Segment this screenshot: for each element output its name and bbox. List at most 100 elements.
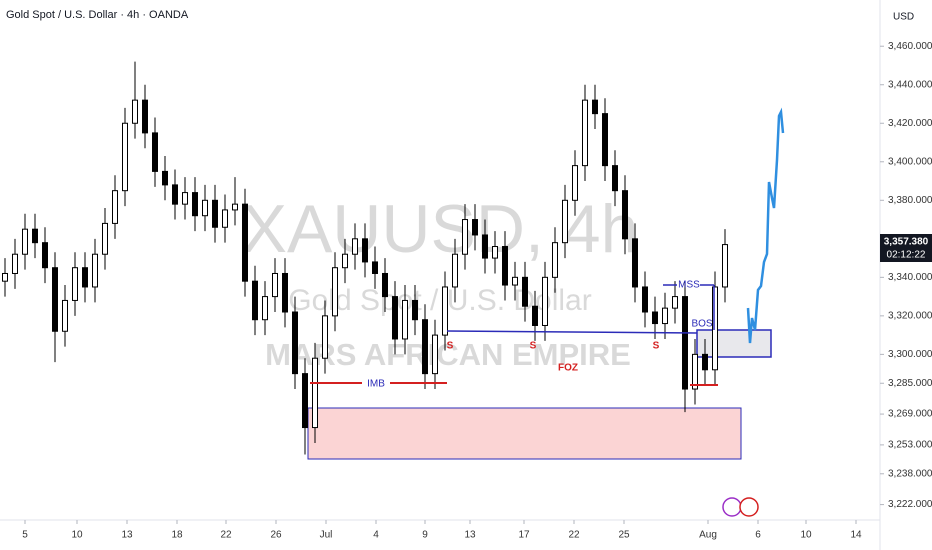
candle-body bbox=[82, 267, 88, 288]
y-tick-label: 3,380.000 bbox=[888, 195, 932, 206]
candle-body bbox=[182, 192, 188, 205]
x-tick-label: 13 bbox=[121, 530, 133, 541]
candle-body bbox=[682, 296, 688, 390]
y-tick-label: 3,253.000 bbox=[888, 440, 932, 451]
candle-body bbox=[62, 299, 68, 332]
candle-body bbox=[712, 286, 718, 371]
candle-body bbox=[722, 244, 728, 288]
watermark-name: Gold Spot / U.S. Dollar bbox=[288, 284, 591, 317]
x-tick-label: 13 bbox=[464, 530, 476, 541]
imb-label: IMB bbox=[367, 379, 385, 390]
s-label: S bbox=[530, 341, 537, 352]
candle-body bbox=[212, 199, 218, 228]
candle-body bbox=[232, 203, 238, 211]
candle-body bbox=[542, 276, 548, 326]
s-label: S bbox=[447, 341, 454, 352]
candle-body bbox=[262, 296, 268, 321]
y-tick-label: 3,285.000 bbox=[888, 378, 932, 389]
candle-body bbox=[552, 242, 558, 278]
candle-body bbox=[102, 222, 108, 255]
candle-body bbox=[312, 357, 318, 429]
candle-body bbox=[392, 296, 398, 340]
candle-body bbox=[502, 246, 508, 286]
candle-body bbox=[432, 334, 438, 375]
last-price-box bbox=[880, 234, 932, 262]
candle-body bbox=[592, 99, 598, 115]
candle-body bbox=[672, 296, 678, 309]
x-tick-label: 14 bbox=[850, 530, 862, 541]
candle-body bbox=[452, 253, 458, 288]
candle-body bbox=[342, 253, 348, 269]
candle-body bbox=[662, 307, 668, 325]
candle-body bbox=[92, 253, 98, 288]
x-tick-label: 22 bbox=[220, 530, 232, 541]
candle-body bbox=[322, 315, 328, 359]
structure-line bbox=[446, 330, 698, 334]
candle-body bbox=[22, 228, 28, 255]
y-tick-label: 3,460.000 bbox=[888, 41, 932, 52]
candle-body bbox=[612, 165, 618, 192]
x-tick-label: 25 bbox=[618, 530, 630, 541]
candle-body bbox=[172, 184, 178, 205]
y-tick-label: 3,440.000 bbox=[888, 79, 932, 90]
candle-body bbox=[152, 132, 158, 172]
candle-body bbox=[582, 99, 588, 167]
candle-body bbox=[72, 267, 78, 301]
candle-body bbox=[422, 319, 428, 375]
candle-body bbox=[252, 280, 258, 321]
projection-path bbox=[746, 107, 785, 344]
candle-body bbox=[482, 234, 488, 259]
candle-body bbox=[642, 286, 648, 313]
candle-body bbox=[372, 261, 378, 274]
countdown: 02:12:22 bbox=[887, 250, 926, 261]
y-tick-label: 3,320.000 bbox=[888, 310, 932, 321]
candles bbox=[2, 61, 728, 455]
x-tick-label: 10 bbox=[800, 530, 812, 541]
candle-body bbox=[242, 203, 248, 282]
watermark-symbol: XAUUSD, 4h bbox=[242, 191, 639, 267]
x-tick-label: 10 bbox=[71, 530, 83, 541]
demand-zone bbox=[307, 407, 742, 460]
last-price: 3,357.380 bbox=[884, 237, 929, 248]
candle-body bbox=[202, 199, 208, 217]
event-icon[interactable] bbox=[722, 497, 742, 517]
watermark: XAUUSD, 4h Gold Spot / U.S. Dollar MARS … bbox=[242, 191, 639, 372]
candle-body bbox=[412, 299, 418, 321]
candle-body bbox=[32, 228, 38, 244]
x-tick-label: 5 bbox=[22, 530, 28, 541]
x-tick-label: 4 bbox=[373, 530, 379, 541]
candle-body bbox=[42, 242, 48, 269]
candle-body bbox=[162, 170, 168, 186]
candle-body bbox=[122, 122, 128, 192]
x-tick-label: Jul bbox=[320, 530, 333, 541]
s-label: S bbox=[653, 341, 660, 352]
y-tick-label: 3,400.000 bbox=[888, 156, 932, 167]
candle-body bbox=[622, 190, 628, 240]
candle-body bbox=[282, 272, 288, 313]
y-tick-label: 3,300.000 bbox=[888, 349, 932, 360]
candle-body bbox=[492, 246, 498, 259]
y-tick-label: 3,420.000 bbox=[888, 118, 932, 129]
chart-title: Gold Spot / U.S. Dollar · 4h · OANDA bbox=[6, 9, 189, 21]
candle-body bbox=[462, 219, 468, 255]
x-tick-label: 22 bbox=[568, 530, 580, 541]
candle-body bbox=[132, 99, 138, 124]
candle-body bbox=[302, 373, 308, 429]
candle-body bbox=[52, 267, 58, 332]
mss-label: MSS bbox=[678, 280, 700, 291]
candle-body bbox=[362, 238, 368, 263]
candle-body bbox=[292, 311, 298, 375]
candle-body bbox=[702, 353, 708, 371]
candle-body bbox=[472, 219, 478, 236]
candle-body bbox=[572, 165, 578, 201]
candle-body bbox=[692, 353, 698, 390]
candle-body bbox=[562, 199, 568, 244]
x-tick-label: Aug bbox=[699, 530, 717, 541]
y-tick-label: 3,269.000 bbox=[888, 409, 932, 420]
event-icon[interactable] bbox=[739, 497, 759, 517]
x-tick-label: 17 bbox=[518, 530, 530, 541]
candle-body bbox=[522, 276, 528, 307]
candle-body bbox=[402, 299, 408, 340]
candle-body bbox=[222, 209, 228, 228]
